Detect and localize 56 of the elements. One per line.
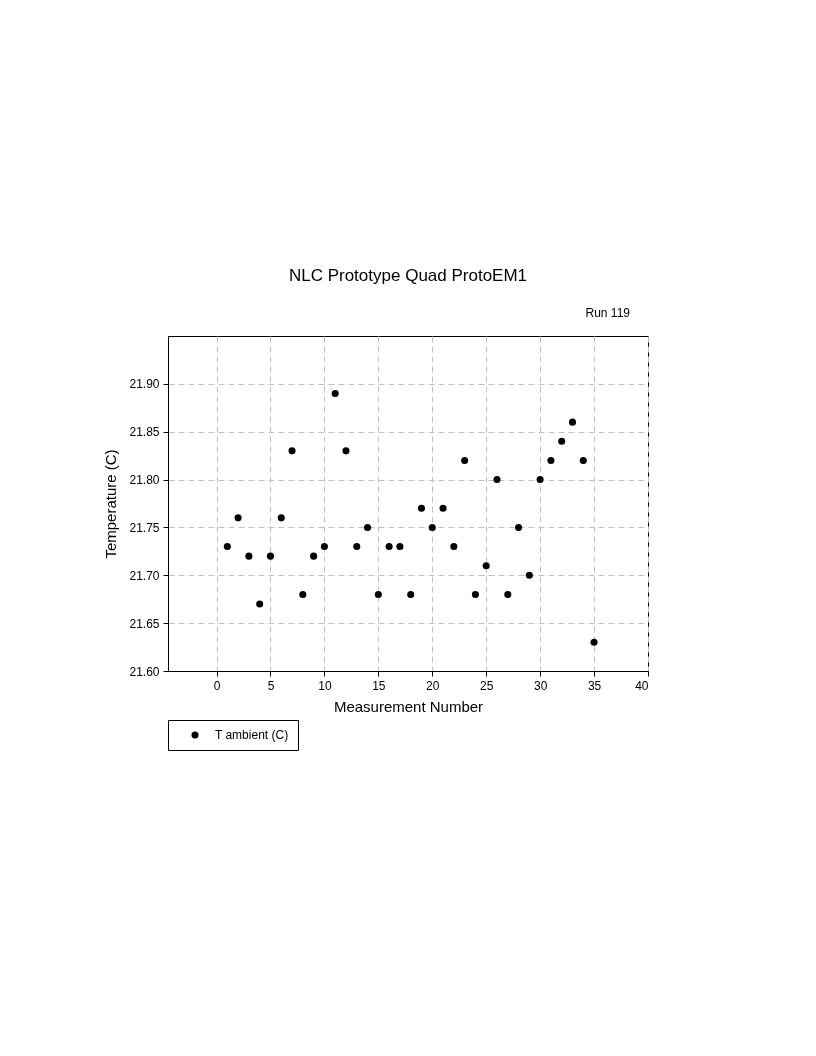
point [223,543,231,551]
x-axis-title: Measurement Number [333,697,484,715]
point [245,552,253,560]
point [364,523,372,531]
y-tick-label: 21.75 [129,520,160,535]
point [407,590,415,598]
point [256,600,264,608]
point [428,523,436,531]
text: Run 119 [585,306,631,320]
point [277,514,285,522]
chart-title: NLC Prototype Quad ProtoEM1 [288,266,528,285]
point [471,590,479,598]
y-tick-label: 21.90 [129,377,160,392]
x-tick-label: 10 [318,678,332,693]
point [515,523,523,531]
point [590,638,598,646]
point [536,476,544,484]
point [342,447,350,455]
point [417,504,426,512]
x-tick-label: 0 [213,678,221,693]
point [525,571,533,579]
y-tick-label: 21.60 [129,664,160,679]
point [547,456,555,464]
legend-label: T ambient (C) [215,728,289,742]
x-tick-label: 35 [587,678,602,693]
point [353,543,361,551]
point [493,476,501,484]
point [558,437,566,445]
y-tick-label: 21.85 [129,425,160,440]
point [579,456,587,464]
point [331,389,339,397]
x-tick-label: 30 [533,678,548,693]
point [450,543,458,551]
point [299,590,307,598]
y-tick-label: 21.65 [129,616,160,631]
point [288,447,296,455]
point [374,590,382,598]
point [482,562,490,570]
point [234,514,242,522]
point [396,543,404,551]
y-tick-label: 21.70 [129,568,160,583]
point [266,552,275,560]
point [568,418,577,426]
x-tick-label: 5 [267,678,275,693]
point [310,552,318,560]
point [504,590,512,598]
point [385,543,393,551]
point [461,456,469,464]
x-tick-label: 15 [372,678,386,693]
point [320,543,328,551]
y-tick-label: 21.80 [129,473,160,488]
point [439,504,447,512]
x-tick-label: 25 [480,678,494,693]
y-axis-title: Temperature (C) [102,449,120,559]
x-tick-label: 20 [426,678,440,693]
x-tick-label: 40 [635,678,649,693]
